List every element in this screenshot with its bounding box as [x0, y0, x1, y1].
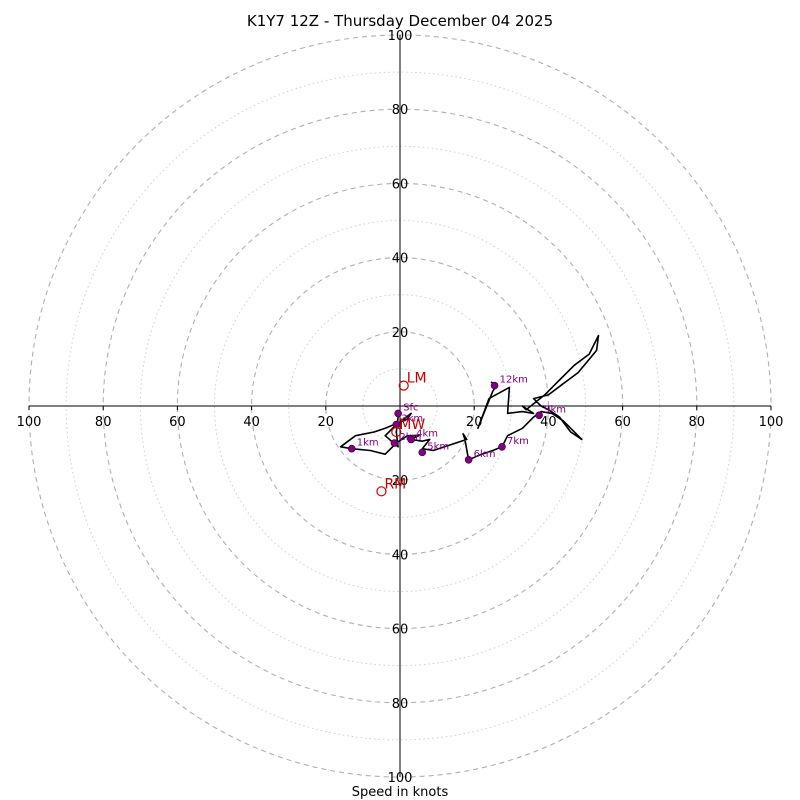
height-marker-label: 1km [357, 438, 379, 449]
storm-motion-label: LM [407, 371, 427, 387]
x-tick-label: 40 [540, 415, 557, 430]
height-marker-point [418, 448, 427, 457]
x-tick-label: 80 [689, 415, 706, 430]
height-marker-point [490, 381, 499, 390]
storm-motion-point [391, 426, 402, 438]
x-tick-label: 100 [759, 415, 784, 430]
height-marker-point [498, 443, 506, 451]
storm-motion-point [398, 380, 409, 391]
x-tick-label: 100 [17, 415, 42, 430]
tick-labels: 1001008080606040402020202040406060808010… [17, 29, 784, 786]
y-tick-label: 60 [392, 177, 409, 192]
y-tick-label: 60 [392, 623, 409, 638]
hodograph-trace [339, 334, 600, 461]
y-tick-label: 100 [388, 29, 413, 44]
height-markers: Sfc3km1km2km4km5km6km7km9km12km [347, 375, 566, 464]
y-tick-label: 20 [392, 326, 409, 341]
height-marker-label: Sfc [403, 402, 418, 413]
height-marker-label: 9km [544, 404, 566, 415]
y-tick-label: 80 [392, 103, 409, 118]
y-tick-label: 20 [392, 474, 409, 489]
height-marker-point [394, 409, 402, 418]
x-tick-label: 20 [318, 415, 335, 430]
x-tick-label: 80 [95, 415, 112, 430]
height-marker-point [347, 444, 356, 453]
storm-motion-label: MW [399, 417, 425, 433]
y-tick-label: 40 [392, 548, 409, 563]
hodograph-line [339, 334, 600, 461]
storm-motion-markers: LM MW RM [376, 371, 427, 497]
x-axis-label: Speed in knots [352, 785, 449, 800]
x-tick-label: 60 [169, 415, 186, 430]
height-marker-point [464, 455, 473, 464]
storm-motion-label: RM [384, 476, 406, 492]
height-marker-label: 7km [507, 436, 529, 447]
height-marker-point [390, 439, 399, 447]
x-tick-label: 40 [243, 415, 260, 430]
y-tick-label: 80 [392, 697, 409, 712]
storm-motion-point [376, 486, 387, 497]
height-marker-point [407, 435, 415, 444]
height-marker-label: 4km [416, 428, 438, 439]
height-marker-label: 12km [500, 375, 528, 386]
height-marker-point [535, 411, 543, 420]
height-marker-label: 6km [474, 449, 496, 460]
height-marker-label: 3km [401, 414, 423, 425]
chart-title: K1Y7 12Z - Thursday December 04 2025 [247, 12, 553, 30]
height-marker-label: 5km [427, 441, 449, 452]
y-tick-label: 40 [392, 252, 409, 267]
axes [29, 35, 771, 777]
x-tick-label: 60 [614, 415, 631, 430]
y-tick-label: 100 [388, 771, 413, 786]
